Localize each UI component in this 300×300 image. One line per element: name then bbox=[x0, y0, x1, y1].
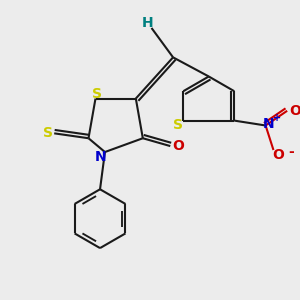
Text: N: N bbox=[263, 116, 274, 130]
Text: S: S bbox=[43, 126, 53, 140]
Text: +: + bbox=[273, 113, 281, 123]
Text: O: O bbox=[289, 104, 300, 118]
Text: S: S bbox=[92, 87, 103, 100]
Text: O: O bbox=[272, 148, 284, 162]
Text: S: S bbox=[173, 118, 183, 133]
Text: O: O bbox=[172, 139, 184, 153]
Text: -: - bbox=[288, 145, 294, 159]
Text: N: N bbox=[95, 150, 107, 164]
Text: H: H bbox=[142, 16, 153, 30]
